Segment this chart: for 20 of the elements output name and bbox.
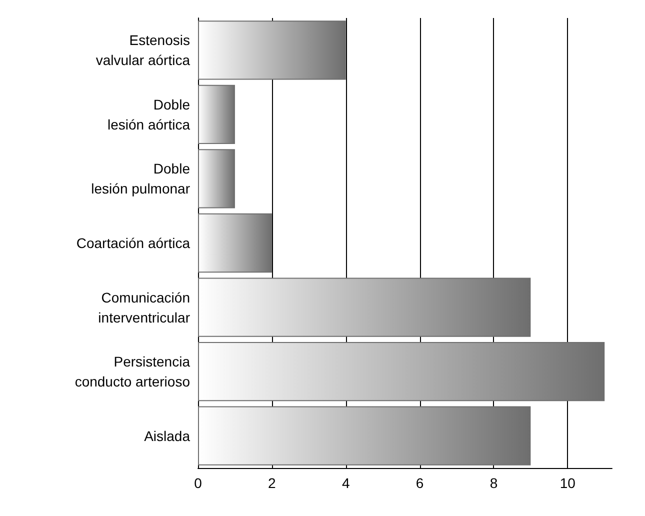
x-tick-label: 0 xyxy=(194,475,202,491)
y-tick-label: Aislada xyxy=(144,428,190,444)
bar xyxy=(198,213,272,273)
bar xyxy=(198,20,346,80)
y-tick-label: Coartación aórtica xyxy=(76,235,190,251)
y-tick-label: Persistencia conducto arterioso xyxy=(74,354,190,390)
y-tick-label: Comunicación interventricular xyxy=(98,289,190,326)
x-tick-label: 4 xyxy=(342,475,350,491)
y-tick-label: Estenosis valvular aórtica xyxy=(96,32,190,68)
bar xyxy=(198,342,605,402)
y-tick-label: Doble lesión aórtica xyxy=(108,96,190,132)
y-tick-label: Doble lesión pulmonar xyxy=(91,160,190,197)
bar xyxy=(198,84,235,144)
bar xyxy=(198,278,531,337)
x-tick-label: 6 xyxy=(416,475,424,491)
bar xyxy=(198,149,235,208)
x-tick-label: 2 xyxy=(268,475,276,491)
x-tick-label: 8 xyxy=(490,475,498,491)
x-tick-label: 10 xyxy=(560,475,576,491)
bar xyxy=(198,406,531,466)
